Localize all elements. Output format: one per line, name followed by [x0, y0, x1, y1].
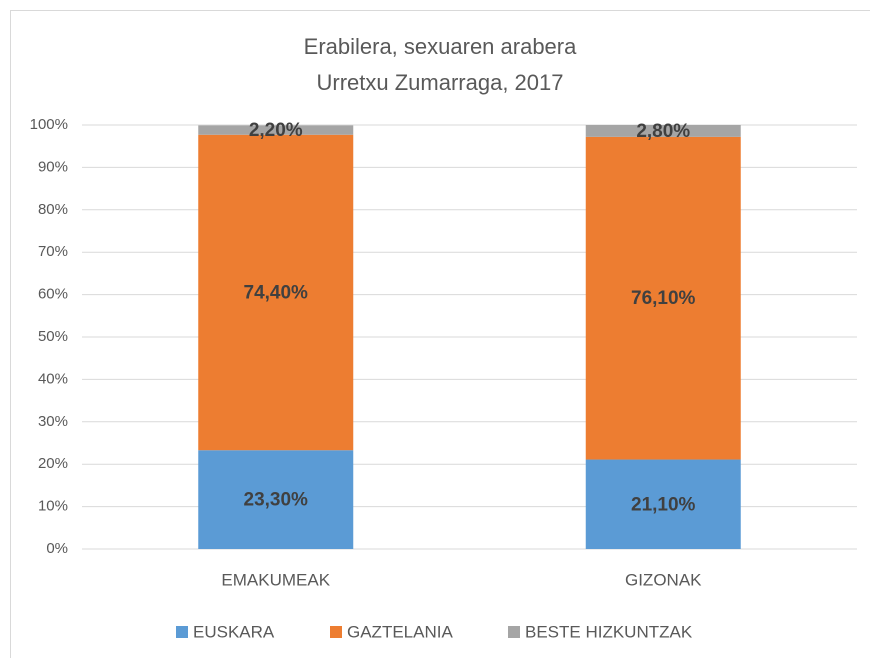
bar-segment	[585, 125, 741, 137]
chart-title: Erabilera, sexuaren arabera	[304, 34, 577, 59]
bar-segment	[585, 459, 741, 549]
value-label: 2,80%	[636, 121, 690, 142]
y-tick-label: 100%	[30, 116, 68, 133]
y-tick-label: 60%	[38, 286, 68, 303]
legend-swatch	[508, 626, 520, 638]
y-tick-label: 0%	[46, 540, 68, 557]
y-tick-label: 40%	[38, 370, 68, 387]
bar-segment	[198, 125, 354, 135]
x-tick-label: EMAKUMEAK	[221, 570, 330, 589]
value-label: 23,30%	[244, 490, 309, 511]
x-tick-label: GIZONAK	[625, 570, 702, 589]
y-tick-label: 70%	[38, 243, 68, 260]
bar-segment	[198, 134, 354, 451]
y-tick-label: 20%	[38, 455, 68, 472]
legend-label: EUSKARA	[193, 622, 275, 641]
y-tick-label: 10%	[38, 498, 68, 515]
value-label: 2,20%	[249, 120, 303, 141]
chart-subtitle: Urretxu Zumarraga, 2017	[317, 70, 564, 95]
value-label: 76,10%	[631, 288, 696, 309]
value-label: 74,40%	[244, 282, 309, 303]
legend-swatch	[330, 626, 342, 638]
y-tick-label: 90%	[38, 158, 68, 175]
bar-segment	[198, 450, 354, 549]
y-tick-label: 80%	[38, 201, 68, 218]
legend-label: GAZTELANIA	[347, 622, 453, 641]
chart-frame	[10, 10, 870, 658]
legend-swatch	[176, 626, 188, 638]
value-label: 21,10%	[631, 494, 696, 515]
y-tick-label: 50%	[38, 328, 68, 345]
legend-label: BESTE HIZKUNTZAK	[525, 622, 693, 641]
bar-segment	[585, 136, 741, 460]
y-tick-label: 30%	[38, 413, 68, 430]
